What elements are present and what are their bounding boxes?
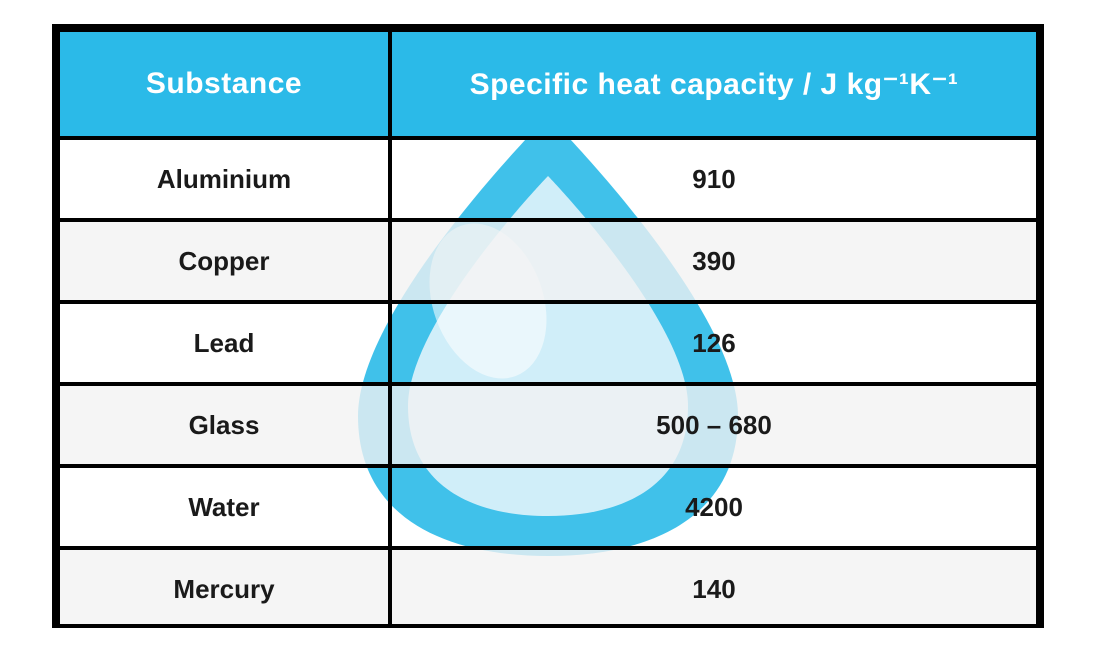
cell-shc: 4200 xyxy=(390,466,1038,548)
table-body: Aluminium 910 Copper 390 Lead 126 Glass … xyxy=(58,138,1038,628)
cell-shc: 126 xyxy=(390,302,1038,384)
cell-substance: Water xyxy=(58,466,390,548)
table-row: Mercury 140 xyxy=(58,548,1038,628)
col-header-shc: Specific heat capacity / J kg⁻¹K⁻¹ xyxy=(390,30,1038,138)
cell-substance: Glass xyxy=(58,384,390,466)
cell-substance: Copper xyxy=(58,220,390,302)
table-header-row: Substance Specific heat capacity / J kg⁻… xyxy=(58,30,1038,138)
col-header-shc-label: Specific heat capacity / J kg⁻¹K⁻¹ xyxy=(470,68,959,101)
table-row: Water 4200 xyxy=(58,466,1038,548)
cell-substance: Aluminium xyxy=(58,138,390,220)
col-header-substance: Substance xyxy=(58,30,390,138)
shc-table-container: Substance Specific heat capacity / J kg⁻… xyxy=(52,24,1044,628)
shc-table: Substance Specific heat capacity / J kg⁻… xyxy=(56,28,1040,628)
table-row: Glass 500 – 680 xyxy=(58,384,1038,466)
table-row: Copper 390 xyxy=(58,220,1038,302)
cell-shc: 910 xyxy=(390,138,1038,220)
cell-shc: 500 – 680 xyxy=(390,384,1038,466)
cell-shc: 140 xyxy=(390,548,1038,628)
cell-shc: 390 xyxy=(390,220,1038,302)
table-row: Lead 126 xyxy=(58,302,1038,384)
cell-substance: Mercury xyxy=(58,548,390,628)
cell-substance: Lead xyxy=(58,302,390,384)
table-row: Aluminium 910 xyxy=(58,138,1038,220)
